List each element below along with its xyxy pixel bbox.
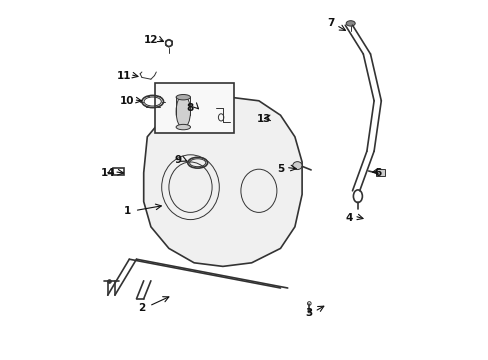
Bar: [375, 169, 384, 176]
Ellipse shape: [176, 95, 190, 100]
Ellipse shape: [176, 95, 190, 128]
Text: 13: 13: [257, 114, 271, 124]
Ellipse shape: [176, 125, 190, 130]
Text: 1: 1: [123, 206, 131, 216]
Ellipse shape: [292, 162, 302, 170]
Text: 8: 8: [186, 103, 194, 113]
Text: 10: 10: [120, 96, 135, 106]
Text: 14: 14: [100, 168, 115, 178]
Text: 2: 2: [138, 303, 145, 313]
PathPatch shape: [143, 97, 302, 266]
Ellipse shape: [107, 280, 111, 283]
Text: 3: 3: [305, 308, 312, 318]
Bar: [113, 168, 123, 175]
Text: 7: 7: [326, 18, 334, 28]
Bar: [154, 83, 233, 133]
Text: 12: 12: [143, 35, 158, 45]
Text: 11: 11: [117, 71, 131, 81]
Ellipse shape: [346, 21, 354, 26]
Text: 5: 5: [276, 164, 284, 174]
Text: 4: 4: [345, 213, 352, 223]
Text: 9: 9: [174, 155, 181, 165]
Text: 6: 6: [373, 168, 381, 178]
